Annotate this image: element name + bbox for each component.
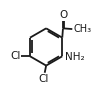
Text: NH₂: NH₂ [65,52,85,62]
Text: O: O [59,11,67,20]
Text: Cl: Cl [10,51,21,61]
Text: Cl: Cl [39,74,49,84]
Text: CH₃: CH₃ [73,24,91,34]
